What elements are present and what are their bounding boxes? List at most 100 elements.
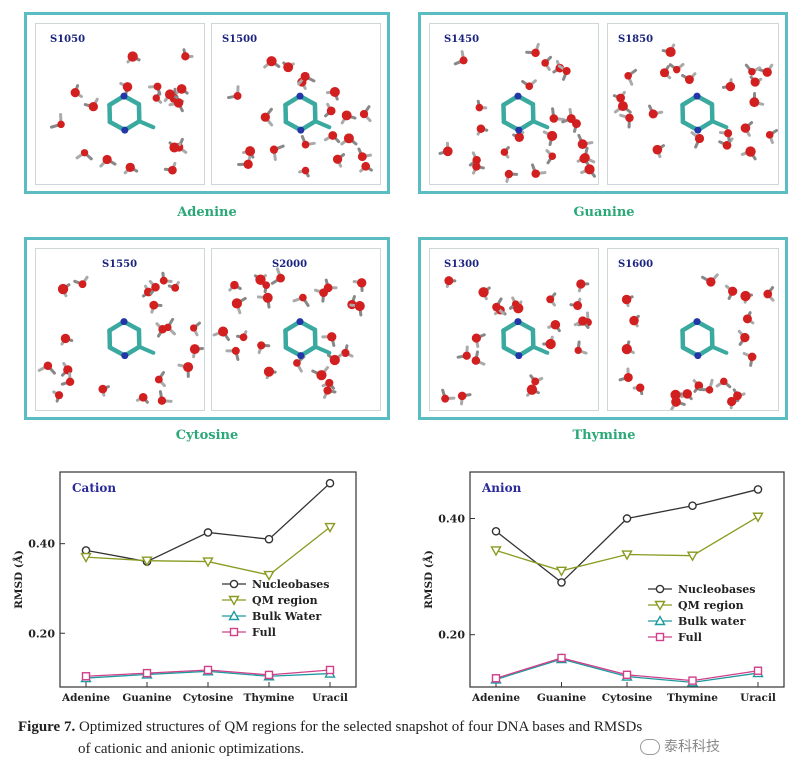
water-molecule [159,271,173,285]
series-qm-region [80,522,336,581]
water-molecule [624,68,638,86]
legend-entry: Nucleobases [222,578,329,591]
water-molecule [73,275,89,289]
water-molecule [75,149,93,161]
water-molecule [648,104,664,119]
water-molecule [619,113,634,129]
snapshot-guanine-right: S1850 [607,23,779,185]
data-point [325,478,335,488]
water-molecule [163,89,179,103]
water-molecule [561,107,576,124]
water-molecule [444,276,457,288]
series-bulk-water [490,653,764,687]
water-molecule [359,105,372,123]
water-molecule [580,164,596,178]
snapshot-adenine-left: S1050 [35,23,205,185]
caption-line-1: Optimized structures of QM regions for t… [78,719,643,735]
data-point [264,534,274,544]
water-molecule [509,300,524,314]
molecule-image [49,48,194,175]
water-molecule [119,81,133,96]
data-point [142,668,152,678]
water-molecule [476,124,489,136]
panel-adenine: S1050 S1500 [24,12,390,194]
series-full [81,665,335,681]
water-molecule [282,61,295,73]
water-molecule [298,166,310,178]
caption-line-2: of cationic and anionic optimizations. [78,741,305,757]
water-molecule [692,379,704,393]
molecule-image [227,56,373,178]
base-label-guanine: Guanine [573,205,635,220]
water-molecule [715,377,732,389]
water-molecule [573,316,590,329]
data-point [324,522,336,534]
water-molecule [453,50,468,66]
water-molecule [49,112,65,129]
water-molecule [680,389,693,401]
water-molecule [321,332,337,347]
x-tick-label: Cytosine [183,692,234,704]
legend-label: QM region [678,599,744,612]
water-molecule [718,129,733,143]
rmsd-chart-cation: 0.20 0.40 Adenine Guanine Cytosine Thymine Ura… [11,471,357,704]
water-molecule [311,366,330,381]
water-molecule [157,390,173,405]
water-molecule [148,82,162,96]
water-molecule [70,84,83,98]
series-nucleobases [491,485,763,587]
water-molecule [652,144,666,159]
water-molecule [613,101,632,114]
water-molecule [545,149,557,165]
base-label-cytosine: Cytosine [175,428,239,443]
water-molecule [526,384,540,397]
nucleobase-structure [283,92,332,134]
data-point [654,615,666,626]
water-molecule [632,383,645,396]
water-molecule [618,367,633,382]
x-tick-label: Guanine [537,692,587,704]
series-nucleobases [81,478,335,566]
data-point [263,570,275,581]
legend-entry: QM region [222,594,318,607]
nucleobase-structure [501,318,550,360]
data-point [490,546,502,557]
water-molecule [690,131,705,149]
water-molecule [163,161,177,175]
data-point [655,584,665,594]
data-point [81,672,91,681]
water-molecule [57,283,71,298]
water-molecule [500,146,510,159]
water-molecule [541,55,553,71]
molecule-image [37,271,204,405]
water-molecule [323,278,338,293]
water-molecule [681,72,697,84]
data-point [688,676,697,685]
water-molecule [177,362,194,378]
water-molecule [256,292,273,309]
snapshot-adenine-right: S1500 [211,23,381,185]
water-molecule [359,161,373,173]
water-molecule [260,107,274,127]
water-molecule [148,279,160,296]
data-point [228,610,240,621]
y-tick-label: 0.40 [438,512,465,525]
water-molecule [174,84,189,95]
snapshot-label: S1850 [618,34,654,45]
legend-label: Full [252,626,276,639]
x-tick-label: Cytosine [602,692,653,704]
data-point [752,512,764,523]
water-molecule [263,56,281,69]
data-point [688,501,697,511]
data-point [622,670,632,679]
water-molecule [60,372,75,386]
data-point [80,552,92,564]
watermark: 泰科科技 [640,736,720,756]
water-molecule [577,133,594,150]
plot-frame [469,471,785,688]
y-tick-label: 0.20 [28,627,55,640]
water-molecule [155,322,167,338]
y-axis-label: RMSD (Å) [421,550,435,609]
legend-label: QM region [252,594,318,607]
legend-entry: Full [648,631,702,644]
